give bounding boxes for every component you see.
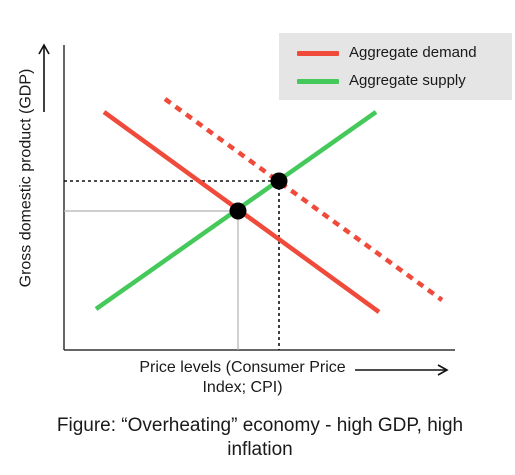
legend-item-supply: Aggregate supply	[297, 72, 466, 90]
legend-swatch-supply	[297, 78, 339, 84]
equilibrium-point-original	[229, 202, 247, 220]
y-axis-label: Gross domestic product (GDP)	[17, 68, 35, 288]
legend-label-demand: Aggregate demand	[349, 44, 477, 61]
equilibrium-point-new	[270, 172, 288, 190]
legend-item-demand: Aggregate demand	[297, 44, 477, 62]
legend: Aggregate demand Aggregate supply	[279, 33, 512, 100]
aggregate-demand-shifted-line	[163, 97, 444, 302]
legend-swatch-demand	[297, 50, 339, 56]
x-axis-label: Price levels (Consumer Price Index; CPI)	[139, 359, 346, 396]
figure-caption: Figure: “Overheating” economy - high GDP…	[56, 415, 464, 460]
legend-label-supply: Aggregate supply	[349, 72, 466, 89]
